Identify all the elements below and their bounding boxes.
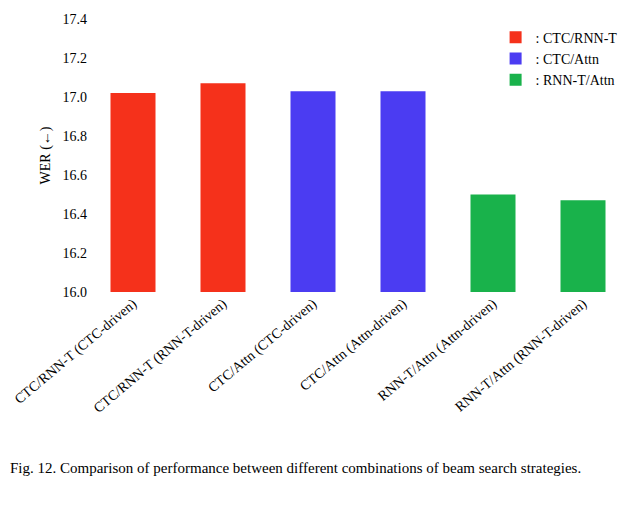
svg-text:CTC/Attn (Attn-driven): CTC/Attn (Attn-driven) bbox=[297, 296, 410, 395]
svg-text:CTC/Attn (CTC-driven): CTC/Attn (CTC-driven) bbox=[205, 296, 320, 396]
svg-text:RNN-T/Attn (Attn-driven): RNN-T/Attn (Attn-driven) bbox=[375, 296, 500, 405]
svg-text:RNN-T/Attn (RNN-T-driven): RNN-T/Attn (RNN-T-driven) bbox=[452, 296, 590, 415]
svg-text:: CTC/Attn: : CTC/Attn bbox=[536, 52, 599, 67]
svg-text:CTC/RNN-T (RNN-T-driven): CTC/RNN-T (RNN-T-driven) bbox=[91, 296, 231, 417]
svg-text:16.8: 16.8 bbox=[63, 129, 88, 144]
svg-text:: RNN-T/Attn: : RNN-T/Attn bbox=[536, 73, 615, 88]
svg-text:16.0: 16.0 bbox=[63, 285, 88, 300]
svg-text:16.6: 16.6 bbox=[63, 168, 88, 183]
svg-text:17.2: 17.2 bbox=[63, 51, 88, 66]
svg-text:CTC/RNN-T (CTC-driven): CTC/RNN-T (CTC-driven) bbox=[12, 296, 141, 408]
svg-text:16.4: 16.4 bbox=[63, 207, 88, 222]
html-text:Fig. 12. Comparison of perform: Fig. 12. Comparison of performance betwe… bbox=[10, 460, 582, 476]
svg-text:17.0: 17.0 bbox=[63, 90, 88, 105]
svg-text:: CTC/RNN-T: : CTC/RNN-T bbox=[536, 31, 618, 46]
svg-text:17.4: 17.4 bbox=[63, 12, 88, 27]
svg-text:16.2: 16.2 bbox=[63, 246, 88, 261]
svg-text:WER (←): WER (←) bbox=[38, 126, 54, 184]
